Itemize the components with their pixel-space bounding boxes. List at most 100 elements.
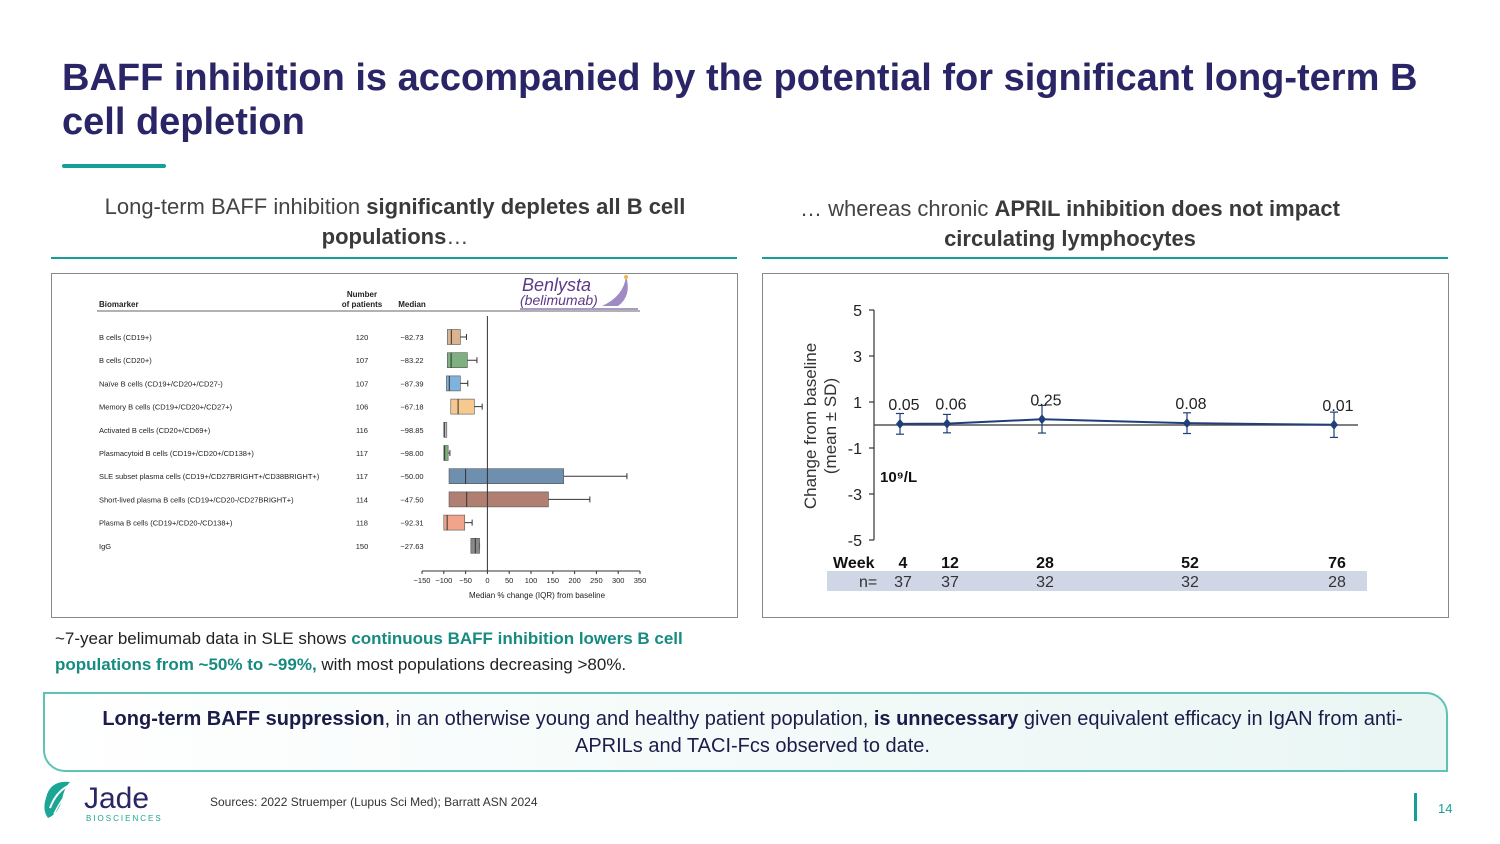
note-highlight: continuous BAFF inhibition lowers B cell… (55, 629, 683, 674)
page-title: BAFF inhibition is accompanied by the po… (62, 57, 1418, 143)
median-value: −27.63 (400, 542, 423, 551)
patient-count: 117 (356, 472, 368, 481)
patient-count: 118 (356, 519, 368, 528)
line-chart-unit-label: 10⁹/L (880, 469, 917, 486)
header-median: Median (398, 300, 426, 309)
biomarker-label: Plasma B cells (CD19+/CD20-/CD138+) (99, 519, 233, 528)
box-x-tick-label: 200 (568, 576, 581, 585)
biomarker-label: Short-lived plasma B cells (CD19+/CD20-/… (99, 495, 294, 504)
data-point (896, 418, 904, 429)
biomarker-label: Plasmacytoid B cells (CD19+/CD20+/CD138+… (99, 449, 254, 458)
series-line (899, 418, 1335, 426)
jade-logo-name: Jade (84, 782, 149, 815)
box-iqr (448, 491, 549, 508)
box-iqr (446, 329, 461, 345)
jade-leaf-stripe-icon (49, 785, 69, 809)
box-iqr (443, 445, 449, 461)
biomarker-label: Naïve B cells (CD19+/CD20+/CD27-) (99, 379, 223, 388)
jade-logo-tagline: BIOSCIENCES (86, 814, 163, 823)
benlysta-swoosh-icon (602, 276, 628, 306)
callout-bold-1: Long-term BAFF suppression (102, 708, 385, 730)
right-subtitle: … whereas chronic APRIL inhibition does … (755, 194, 1385, 254)
box-x-tick-label: −50 (459, 576, 472, 585)
y-tick-label: 3 (853, 349, 862, 366)
patient-count: 107 (356, 379, 369, 388)
box-plot-x-axis: −150 −100 −50 0 50 100 150 200 250 300 350 (97, 310, 647, 585)
callout-plain-2: given equivalent efficacy in IgAN from a… (575, 708, 1403, 757)
jade-leaf-icon (44, 781, 70, 818)
patient-count: 117 (356, 449, 368, 458)
biomarker-label: Memory B cells (CD19+/CD20+/CD27+) (99, 403, 233, 412)
data-label: 0.06 (935, 397, 966, 414)
left-divider (51, 257, 737, 259)
box-iqr (446, 352, 468, 368)
patient-count: 120 (356, 333, 369, 342)
biomarker-label: Activated B cells (CD20+/CD69+) (99, 426, 211, 435)
line-chart-y-label-line1: Change from baseline (801, 343, 820, 509)
n-count-label: 32 (1036, 574, 1054, 591)
median-value: −98.85 (400, 426, 423, 435)
box-iqr (450, 398, 475, 415)
median-value: −47.50 (400, 495, 423, 504)
line-chart-y-label-line2: (mean ± SD) (821, 378, 840, 474)
data-point (1038, 414, 1046, 425)
jade-logo: Jade BIOSCIENCES (44, 781, 163, 823)
data-label: 0.05 (888, 397, 919, 414)
note-plain-1: ~7-year belimumab data in SLE shows (55, 629, 352, 648)
benlysta-brand: Benlysta (522, 275, 591, 295)
biomarker-label: SLE subset plasma cells (CD19+/CD27BRIGH… (99, 472, 320, 481)
patient-count: 116 (356, 426, 368, 435)
box-x-tick-label: −100 (435, 576, 452, 585)
week-tick-label: 28 (1036, 555, 1054, 572)
left-subtitle-bold: significantly depletes all B cell popula… (321, 194, 686, 249)
biomarker-label: B cells (CD20+) (99, 356, 152, 365)
box-iqr (448, 468, 565, 484)
left-subtitle: Long-term BAFF inhibition significantly … (100, 192, 690, 252)
week-axis-label: Week (833, 555, 875, 572)
page-number: 14 (1438, 801, 1453, 816)
biomarker-label: B cells (CD19+) (99, 333, 152, 342)
data-point (943, 418, 951, 429)
title-underline (62, 164, 166, 168)
median-value: −92.31 (400, 519, 423, 528)
header-patients-line1: Number (347, 290, 377, 299)
median-value: −50.00 (400, 472, 423, 481)
n-count-label: 28 (1328, 574, 1346, 591)
n-count-label: 32 (1181, 574, 1199, 591)
left-subtitle-plain: Long-term BAFF inhibition (104, 194, 367, 219)
y-tick-label: -3 (848, 487, 862, 504)
median-value: −83.22 (400, 356, 423, 365)
right-subtitle-plain: … whereas chronic (800, 196, 995, 221)
y-tick-label: 1 (853, 395, 862, 412)
benlysta-logo: Benlysta (belimumab) (520, 275, 638, 310)
header-biomarker: Biomarker (99, 300, 139, 309)
data-point (1330, 419, 1338, 430)
box-iqr (443, 422, 448, 438)
median-value: −67.18 (400, 403, 423, 412)
y-tick-label: 5 (853, 303, 862, 320)
box-x-tick-label: 0 (485, 576, 489, 585)
callout-text: Long-term BAFF suppression, in an otherw… (80, 706, 1425, 760)
n-count-label: 37 (894, 574, 912, 591)
week-tick-label: 12 (941, 555, 959, 572)
data-label: 0.01 (1322, 398, 1353, 415)
lymphocyte-chart-panel: Change from baseline (mean ± SD) 5 3 1 -1 -3… (762, 273, 1449, 618)
median-value: −82.73 (400, 333, 423, 342)
box-iqr (446, 375, 461, 392)
median-value: −87.39 (400, 379, 423, 388)
benlysta-star-icon (624, 275, 628, 279)
data-label: 0.08 (1175, 396, 1206, 413)
box-plot-rows: B cells (CD19+) 120 −82.73 B cells (CD20+) 1… (99, 329, 628, 554)
week-tick-label: 52 (1181, 555, 1199, 572)
note-plain-2: with most populations decreasing >80%. (316, 655, 627, 674)
box-plot-x-label: Median % change (IQR) from baseline (469, 591, 606, 600)
n-count-label: 37 (941, 574, 959, 591)
right-divider (762, 257, 1448, 259)
y-tick-label: -1 (848, 441, 862, 458)
week-tick-label: 76 (1328, 555, 1346, 572)
box-x-tick-label: 250 (590, 576, 603, 585)
y-tick-label: -5 (848, 533, 862, 550)
data-point (1183, 418, 1191, 429)
box-x-tick-label: 350 (634, 576, 647, 585)
callout-box (43, 692, 1448, 772)
